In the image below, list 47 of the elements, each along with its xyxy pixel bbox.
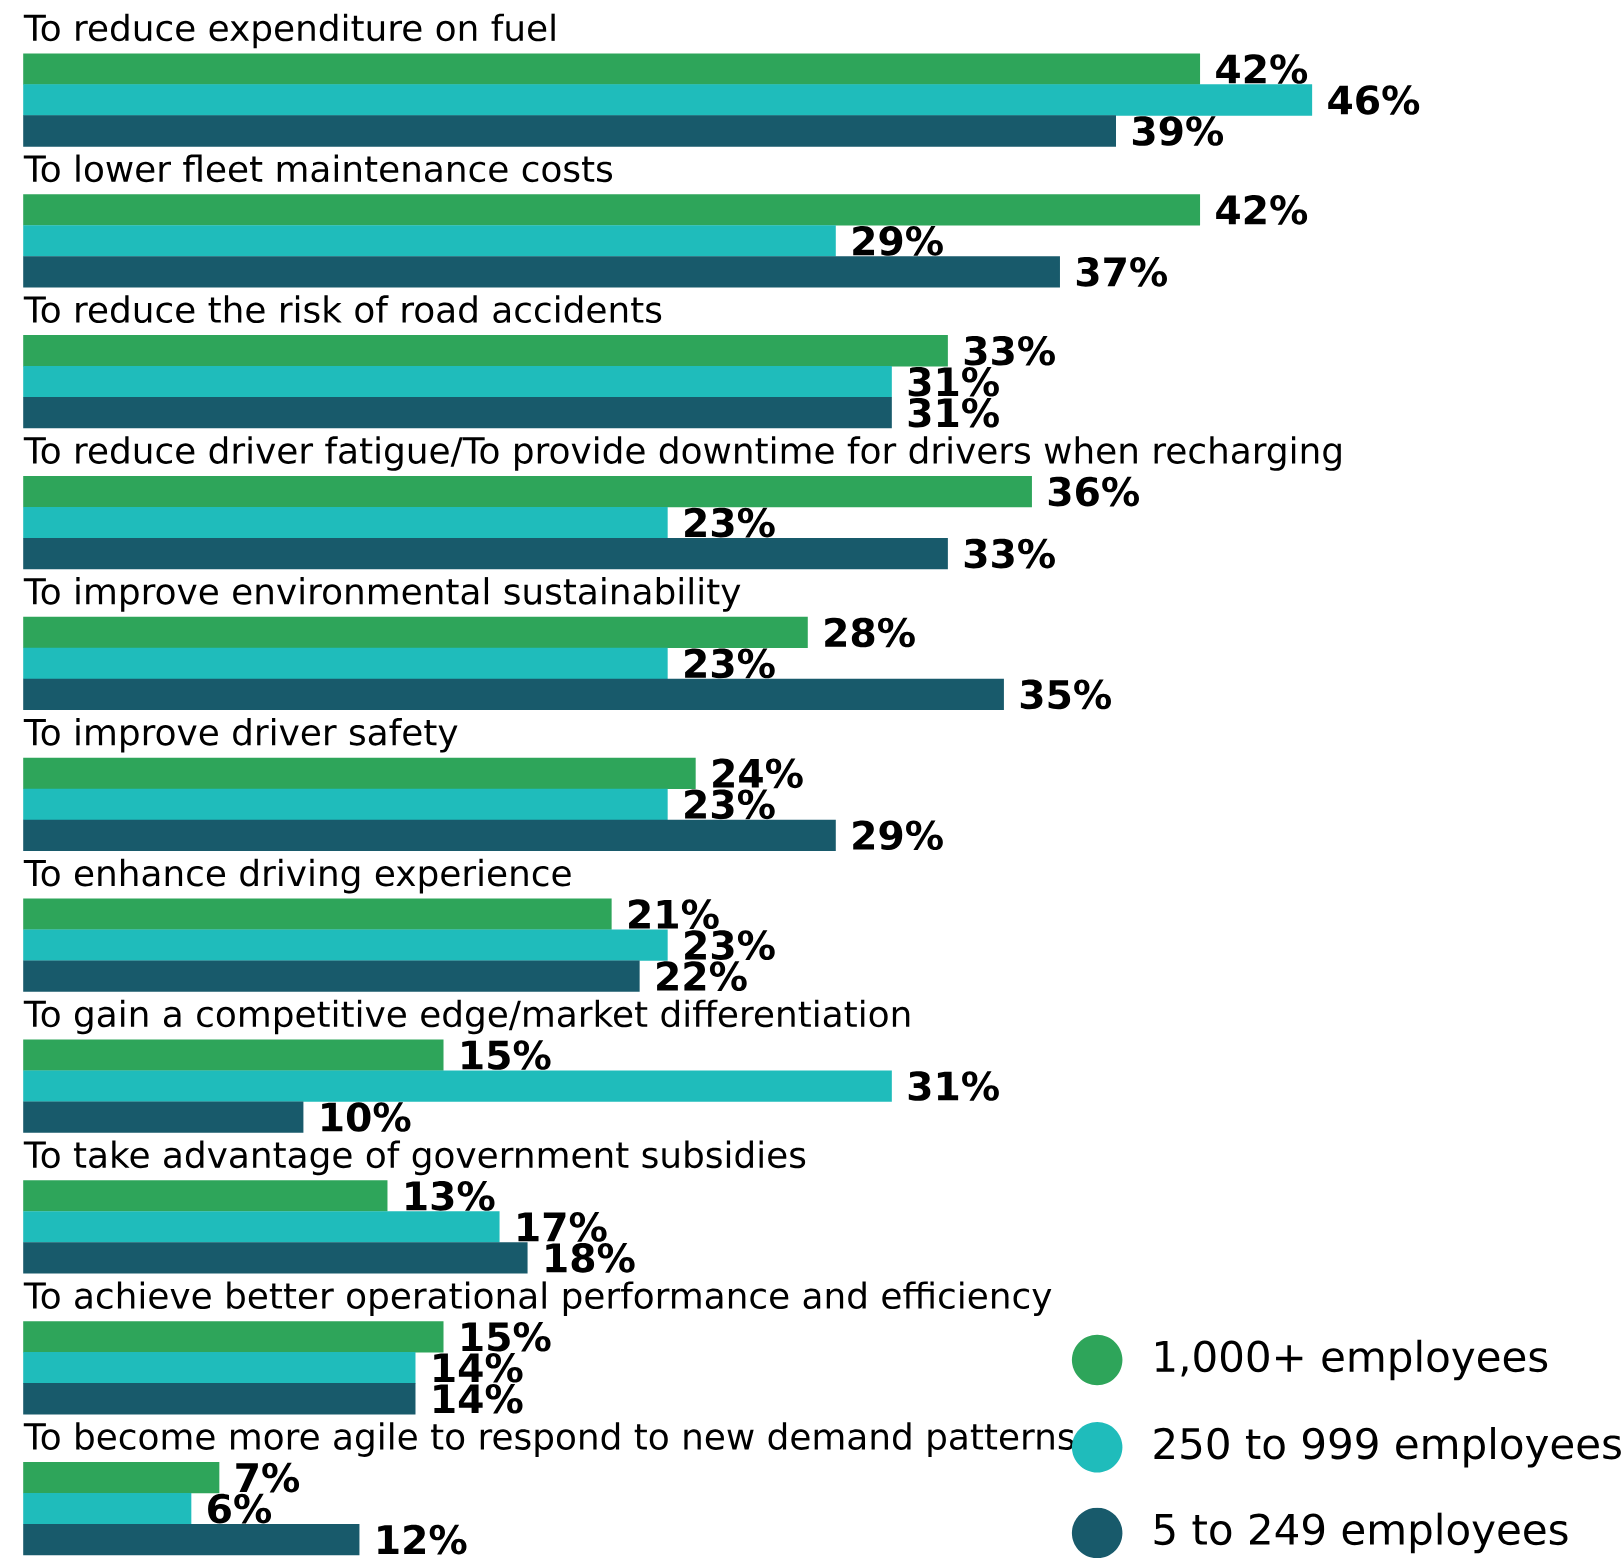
y-tick-label: To reduce driver fatigue/To provide downtime for drivers when recharging — [23, 436, 1341, 471]
data-label: 14% — [434, 1352, 523, 1383]
legend-label: 1,000+ employees — [1156, 1339, 1548, 1381]
data-label: 31% — [908, 1071, 999, 1101]
data-label: 42% — [1216, 194, 1308, 225]
data-label: 18% — [546, 1242, 635, 1273]
y-tick-label: To enhance driving experience — [23, 858, 571, 894]
data-label: 31% — [908, 397, 999, 428]
data-label: 42% — [1216, 54, 1308, 84]
legend-label: 5 to 249 employees — [1154, 1512, 1568, 1554]
legend-label: 250 to 999 employees — [1154, 1426, 1621, 1468]
data-label: 17% — [518, 1211, 607, 1242]
y-tick-label: To reduce expenditure on fuel — [23, 13, 555, 49]
data-label: 12% — [378, 1524, 467, 1555]
data-label: 14% — [434, 1383, 523, 1414]
data-label: 15% — [462, 1321, 551, 1352]
data-label: 28% — [825, 617, 915, 648]
data-label: 31% — [908, 366, 999, 397]
data-label: 35% — [1020, 679, 1111, 710]
data-label: 33% — [964, 335, 1055, 366]
data-label: 24% — [713, 758, 803, 789]
data-label: 22% — [657, 961, 747, 991]
data-label: 29% — [853, 820, 943, 851]
y-tick-label: To gain a competitive edge/market differentiation — [23, 999, 910, 1035]
data-label: 10% — [322, 1102, 411, 1132]
y-tick-label: To improve driver safety — [23, 717, 458, 753]
y-tick-label: To reduce the risk of road accidents — [23, 295, 662, 323]
y-tick-label: To achieve better operational performance and efficiency — [23, 1281, 1052, 1316]
data-label: 15% — [462, 1040, 551, 1070]
data-label: 7% — [236, 1462, 300, 1493]
data-label: 13% — [406, 1180, 495, 1211]
y-tick-label: To lower fleet maintenance costs — [23, 154, 613, 183]
data-label: 39% — [1132, 116, 1224, 146]
data-label: 23% — [685, 789, 775, 820]
data-label: 23% — [685, 930, 775, 960]
data-label: 21% — [629, 899, 719, 929]
y-tick-label: To take advantage of government subsidies — [23, 1140, 806, 1176]
data-label: 37% — [1076, 256, 1167, 287]
data-label: 36% — [1048, 476, 1139, 507]
data-label: 23% — [685, 507, 775, 538]
y-tick-label: To improve environmental sustainability — [23, 577, 741, 612]
data-label: 6% — [208, 1493, 272, 1524]
data-label: 33% — [964, 538, 1055, 569]
y-tick-label: To become more agile to respond to new demand patterns — [23, 1422, 1074, 1457]
data-label: 29% — [853, 225, 943, 256]
data-label: 23% — [685, 648, 775, 679]
data-label: 46% — [1328, 85, 1420, 115]
